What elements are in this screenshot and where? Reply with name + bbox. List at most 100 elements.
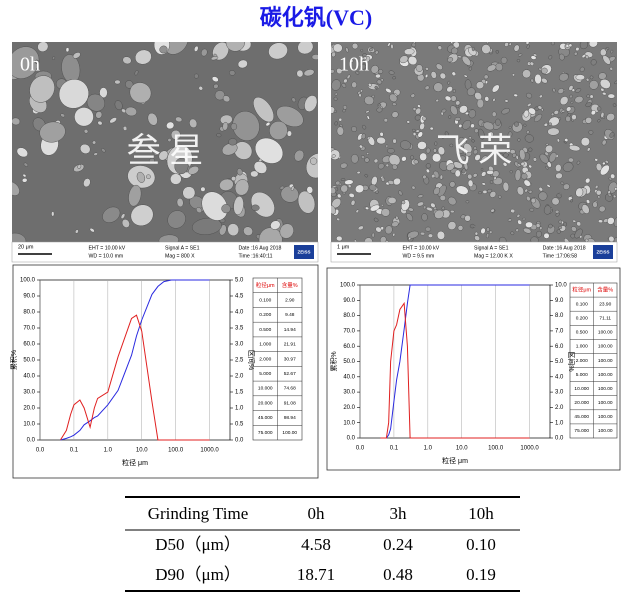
particle <box>589 94 594 99</box>
logo: ZEISS <box>297 250 310 255</box>
particle <box>551 197 560 206</box>
particle <box>543 232 550 239</box>
particle <box>606 113 615 122</box>
particle <box>474 235 481 241</box>
particle <box>136 171 146 183</box>
particle <box>501 108 510 115</box>
particle <box>425 163 431 169</box>
particle <box>109 117 117 124</box>
particle <box>468 66 473 71</box>
particle <box>576 221 582 227</box>
particle <box>167 210 186 229</box>
particle <box>412 128 416 132</box>
particle <box>227 223 240 237</box>
particle <box>448 115 452 119</box>
particle <box>450 209 455 214</box>
particle <box>339 123 343 128</box>
particle <box>512 152 517 158</box>
particle <box>309 157 318 165</box>
particle <box>539 153 549 164</box>
table-cell: 9.48 <box>285 312 295 318</box>
particle <box>581 204 590 214</box>
sem-info: EHT = 10.00 kV <box>89 245 126 251</box>
particle <box>486 42 490 44</box>
particle <box>234 179 250 196</box>
particle <box>123 126 128 131</box>
chart-panel <box>326 267 621 471</box>
y2-tick-label: 2.0 <box>555 405 564 411</box>
particle <box>437 146 446 156</box>
particle <box>417 194 424 199</box>
particle <box>530 78 534 83</box>
particle <box>524 134 534 143</box>
particle <box>520 161 525 166</box>
particle <box>585 102 592 108</box>
y-tick-label: 90.0 <box>343 298 355 304</box>
table-cell: 75.000 <box>258 430 273 436</box>
particle <box>486 188 493 194</box>
particle <box>406 120 411 124</box>
particle <box>455 100 461 106</box>
particle <box>559 53 565 61</box>
particle <box>545 144 553 153</box>
particle <box>588 42 598 48</box>
particle <box>463 74 468 78</box>
particle <box>333 43 343 53</box>
particle <box>129 82 152 104</box>
particle <box>398 190 403 196</box>
y-tick-label: 10.0 <box>343 420 355 426</box>
y2-tick-label: 0.0 <box>555 436 564 442</box>
particle <box>83 178 91 188</box>
particle <box>270 220 281 230</box>
particle <box>598 72 607 80</box>
particle <box>458 123 463 128</box>
particle <box>538 191 548 201</box>
table-cell: 100.00 <box>598 400 613 406</box>
table-cell: 0.24 <box>383 535 413 554</box>
particle <box>472 173 478 178</box>
particle <box>421 213 428 222</box>
particle <box>216 133 222 138</box>
particle <box>379 236 387 242</box>
table-cell: 74.68 <box>284 386 296 392</box>
particle <box>548 223 553 229</box>
particle <box>422 174 427 180</box>
table-cell: 98.94 <box>284 415 296 421</box>
particle <box>590 110 596 116</box>
table-cell: 52.67 <box>284 371 296 377</box>
particle <box>374 50 379 55</box>
y2-tick-label: 5.0 <box>555 359 564 365</box>
particle <box>563 140 568 144</box>
particle <box>436 230 445 240</box>
sem-info: Time :16:40:11 <box>238 253 272 259</box>
y2-tick-label: 0.5 <box>235 422 244 428</box>
particle <box>420 231 425 236</box>
particle <box>335 180 341 186</box>
particle <box>602 92 607 96</box>
particle <box>297 42 314 55</box>
particle <box>371 94 375 99</box>
particle <box>525 221 533 228</box>
particle <box>570 100 574 105</box>
particle <box>562 162 574 172</box>
particle <box>446 86 453 93</box>
particle <box>548 122 552 126</box>
particle <box>558 225 563 230</box>
particle <box>265 122 271 127</box>
particle <box>462 119 472 130</box>
particle <box>348 193 355 198</box>
particle <box>355 209 359 214</box>
particle <box>588 130 594 135</box>
particle <box>337 193 342 199</box>
particle <box>412 107 417 111</box>
particle <box>515 155 519 160</box>
particle <box>475 81 485 90</box>
particle <box>164 42 189 55</box>
particle <box>401 156 407 162</box>
table-cell: 4.58 <box>301 535 331 554</box>
table-cell: 30.97 <box>284 356 296 362</box>
particle <box>258 227 283 242</box>
particle <box>592 201 598 208</box>
particle <box>486 170 494 175</box>
particle <box>331 204 337 215</box>
